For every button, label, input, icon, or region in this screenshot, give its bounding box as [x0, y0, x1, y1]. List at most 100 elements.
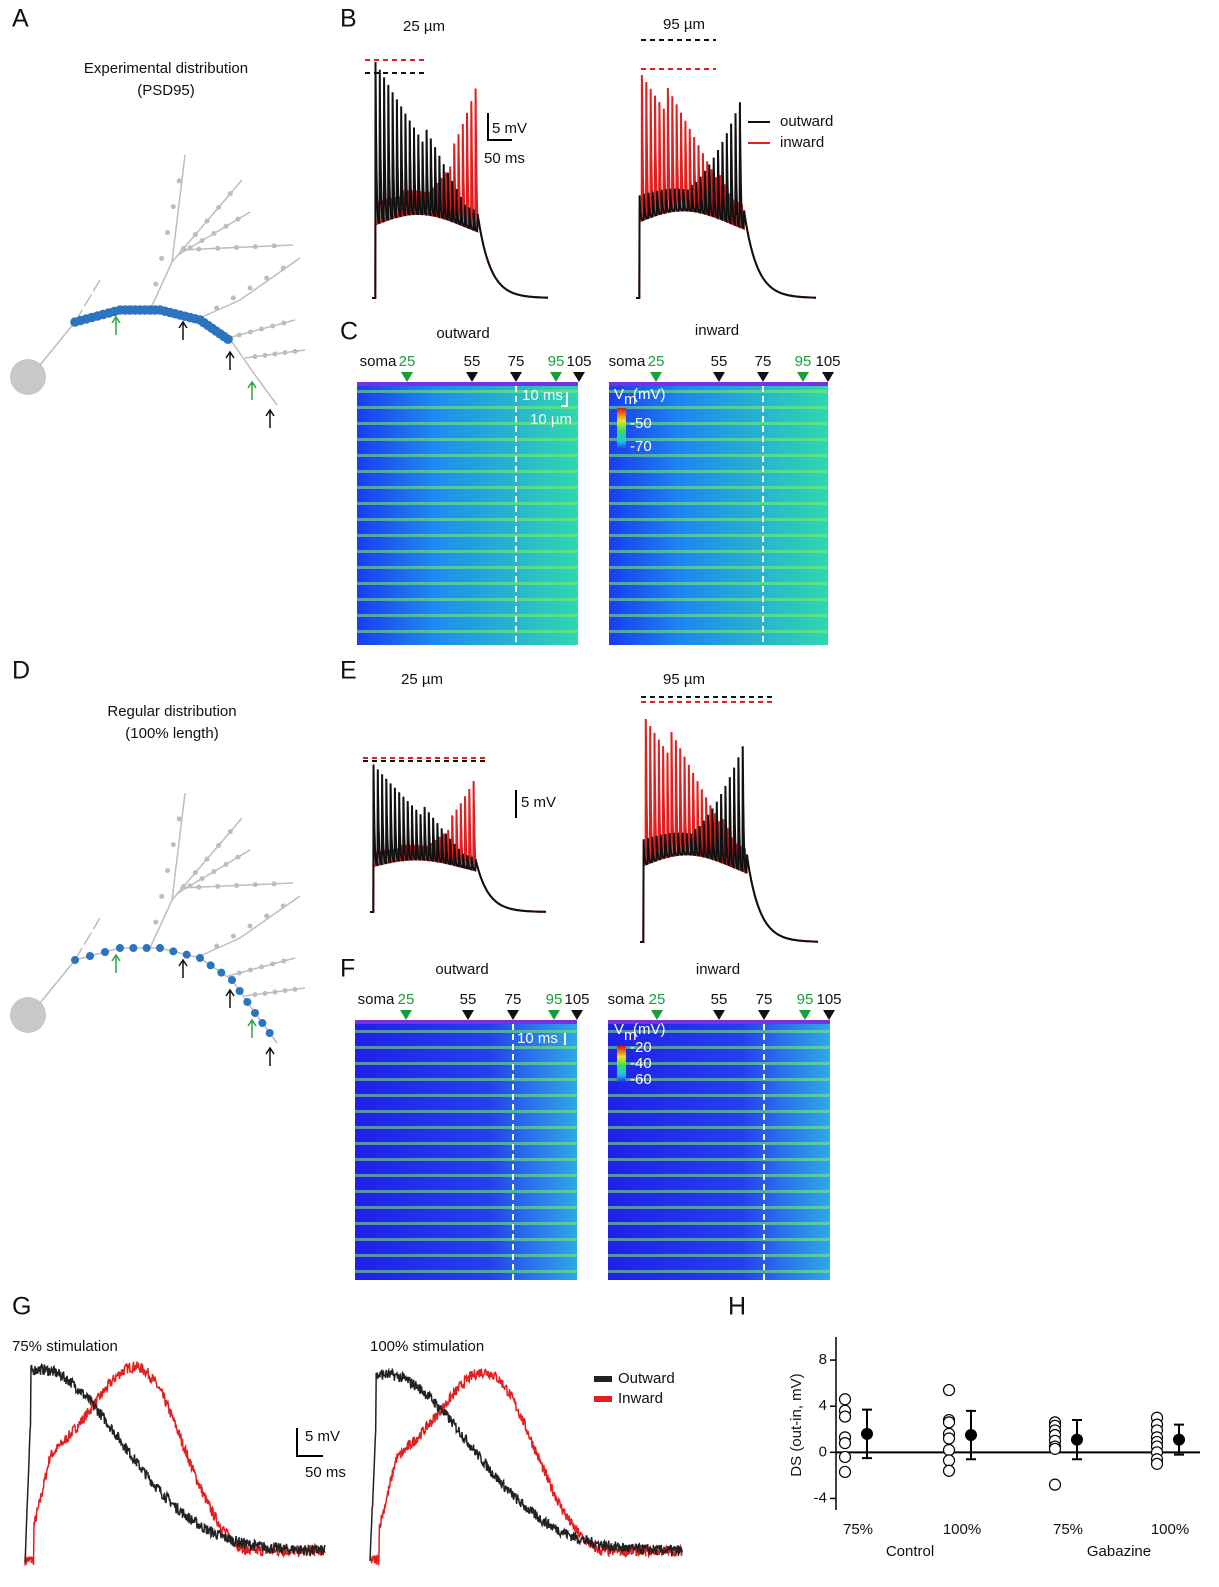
- label: F: [340, 955, 355, 983]
- label: 105: [816, 991, 841, 1008]
- label: H: [728, 1293, 746, 1321]
- label: 95 µm: [663, 16, 705, 33]
- scale-bar: [561, 392, 568, 407]
- synapse: [182, 950, 191, 959]
- mean: [861, 1427, 873, 1440]
- point: [942, 1443, 956, 1457]
- spine: [270, 323, 276, 329]
- label: Regular distribution: [107, 703, 236, 720]
- spine: [211, 869, 217, 874]
- spine: [204, 856, 210, 862]
- label: 105: [566, 353, 591, 370]
- spine: [280, 903, 286, 909]
- spine: [281, 320, 287, 326]
- spine: [227, 829, 233, 835]
- y-tick-label: 4: [819, 1397, 827, 1414]
- label: V: [614, 386, 624, 403]
- arrow: [225, 988, 235, 1008]
- label: A: [12, 5, 29, 33]
- position-marker: [822, 372, 834, 382]
- label: m: [624, 391, 637, 408]
- colorbar: [617, 408, 626, 450]
- position-marker: [823, 1010, 835, 1020]
- position-marker: [466, 372, 478, 382]
- label: soma: [358, 991, 395, 1008]
- mean: [965, 1429, 977, 1442]
- position-marker: [510, 372, 522, 382]
- position-marker: [757, 372, 769, 382]
- synapse: [243, 998, 252, 1006]
- label: outward: [780, 113, 833, 130]
- position-marker: [799, 1010, 811, 1020]
- heatmap-stripes: [355, 1020, 577, 1280]
- spine: [223, 861, 229, 867]
- synapse: [258, 1019, 267, 1027]
- spine: [216, 204, 222, 210]
- position-marker: [650, 372, 662, 382]
- spine: [262, 352, 268, 358]
- label: E: [340, 657, 357, 685]
- spine: [282, 988, 288, 994]
- label: 55: [711, 353, 728, 370]
- point: [838, 1465, 852, 1479]
- spine: [235, 216, 241, 222]
- label: 5 mV: [521, 794, 556, 811]
- label: -50: [630, 415, 652, 432]
- spine: [165, 230, 170, 235]
- spine: [259, 326, 264, 332]
- spine: [227, 191, 233, 197]
- point: [1150, 1457, 1164, 1470]
- label: 25: [399, 353, 416, 370]
- label: 55: [711, 991, 728, 1008]
- arrow: [247, 1018, 257, 1038]
- point: [942, 1454, 956, 1467]
- label: 5 mV: [492, 120, 527, 137]
- synapse: [86, 952, 94, 960]
- label: outward: [435, 961, 488, 978]
- label: Experimental distribution: [84, 60, 248, 77]
- spine: [214, 305, 220, 311]
- spine: [214, 943, 220, 949]
- y-tick-label: 0: [819, 1443, 827, 1460]
- dendrite: [74, 917, 101, 961]
- spine: [280, 265, 286, 271]
- spine: [272, 989, 278, 995]
- position-marker: [651, 1010, 663, 1020]
- scale-bar: [296, 1428, 323, 1457]
- spine: [215, 883, 221, 889]
- spine: [252, 244, 258, 250]
- point: [942, 1464, 956, 1477]
- x-tick-label: 75%: [1053, 1521, 1083, 1538]
- spine: [165, 868, 170, 873]
- dendrite: [199, 895, 301, 957]
- spine: [247, 967, 253, 973]
- spine: [282, 350, 288, 356]
- arrow: [265, 408, 275, 428]
- spine: [236, 970, 242, 976]
- point: [1048, 1442, 1062, 1455]
- label: 105: [815, 353, 840, 370]
- label: inward: [696, 961, 740, 978]
- synapse: [169, 947, 178, 956]
- label: 105: [564, 991, 589, 1008]
- group-label: Gabazine: [1087, 1543, 1151, 1560]
- trace: [369, 1367, 683, 1561]
- label: 55: [460, 991, 477, 1008]
- label: m: [624, 1027, 637, 1044]
- spine: [230, 295, 236, 301]
- spine: [247, 329, 253, 335]
- spine: [170, 204, 176, 210]
- scale-bar: [487, 113, 512, 141]
- spine: [215, 245, 221, 251]
- label: soma: [360, 353, 397, 370]
- y-axis-label: DS (out-in, mV): [788, 1373, 805, 1476]
- position-marker: [462, 1010, 474, 1020]
- spine: [281, 958, 287, 964]
- position-marker: [550, 372, 562, 382]
- label: 75: [756, 991, 773, 1008]
- mean: [1173, 1433, 1185, 1446]
- label: D: [12, 657, 30, 685]
- label: 50 ms: [484, 150, 525, 167]
- arrow: [247, 380, 257, 400]
